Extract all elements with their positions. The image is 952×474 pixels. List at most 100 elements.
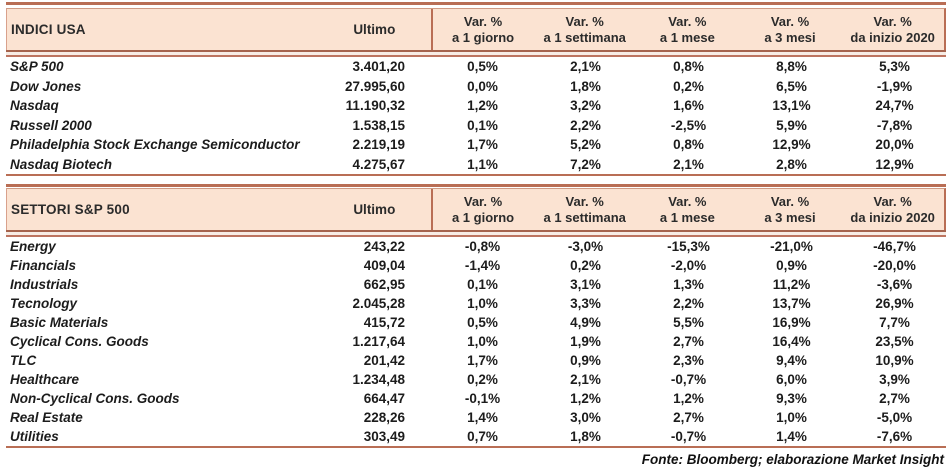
var-value: 3,1% — [570, 277, 601, 292]
var-value: 0,7% — [467, 429, 498, 444]
row-label: Cyclical Cons. Goods — [10, 334, 149, 349]
var-value: 1,0% — [467, 296, 498, 311]
table-row: Russell 2000 1.538,15 0,1% 2,2% -2,5% 5,… — [6, 116, 946, 136]
var-value: 7,2% — [570, 156, 601, 172]
table-row: Tecnology 2.045,28 1,0% 3,3% 2,2% 13,7% … — [6, 294, 946, 313]
var-header-line1: Var. % — [463, 13, 503, 29]
settori-sp500-header-row: SETTORI S&P 500 Ultimo Var. % a 1 giorno… — [6, 188, 946, 230]
var-value: -2,0% — [670, 258, 707, 273]
var-header-line2: da inizio 2020 — [850, 29, 935, 45]
var-value: 2,1% — [570, 372, 601, 387]
var-value: 6,5% — [776, 78, 807, 94]
var-value: 3,3% — [570, 296, 601, 311]
var-value: 9,4% — [776, 353, 807, 368]
var-header-line1: Var. % — [873, 193, 912, 209]
var-value: 2,3% — [673, 353, 704, 368]
column-header-var-1-giorno: Var. % a 1 giorno — [430, 189, 534, 230]
ultimo-value: 4.275,67 — [352, 156, 405, 172]
var-value: 1,6% — [673, 98, 704, 114]
var-value: 5,2% — [570, 137, 601, 153]
var-value: 1,9% — [570, 334, 601, 349]
var-value: -21,0% — [770, 239, 813, 254]
var-header-line2: a 3 mesi — [764, 29, 816, 45]
ultimo-value: 243,22 — [363, 239, 405, 254]
var-value: 6,0% — [776, 372, 807, 387]
column-header-var-1-mese: Var. % a 1 mese — [636, 9, 739, 50]
var-value: 1,7% — [467, 353, 498, 368]
var-header-line2: a 1 settimana — [543, 29, 626, 45]
var-value: 23,5% — [875, 334, 914, 349]
ultimo-value: 1.217,64 — [352, 334, 405, 349]
var-header-line2: a 1 mese — [659, 209, 715, 225]
var-value: -0,7% — [670, 372, 707, 387]
var-value: -46,7% — [873, 239, 916, 254]
var-value: 5,3% — [879, 59, 910, 75]
var-value: 5,5% — [673, 315, 704, 330]
var-value: 0,8% — [673, 59, 704, 75]
var-header-line2: a 1 settimana — [543, 209, 626, 225]
var-value: 1,0% — [776, 410, 807, 425]
var-value: -3,6% — [876, 277, 913, 292]
row-label: Philadelphia Stock Exchange Semiconducto… — [10, 137, 300, 153]
var-value: 13,7% — [772, 296, 811, 311]
settori-sp500-rows: Energy 243,22 -0,8% -3,0% -15,3% -21,0% … — [6, 237, 946, 446]
var-value: -1,4% — [464, 258, 501, 273]
row-label: Financials — [10, 258, 77, 273]
var-value: 2,2% — [673, 296, 704, 311]
var-value: -7,8% — [876, 117, 913, 133]
var-value: 1,8% — [570, 429, 601, 444]
var-header-line1: Var. % — [770, 193, 810, 209]
var-value: 4,9% — [570, 315, 601, 330]
column-header-var-1-settimana: Var. % a 1 settimana — [533, 189, 636, 230]
var-header-line2: a 1 mese — [659, 29, 715, 45]
var-value: 0,8% — [673, 137, 704, 153]
row-label: Energy — [10, 239, 56, 254]
var-value: 13,1% — [772, 98, 811, 114]
var-value: 10,9% — [875, 353, 914, 368]
var-value: 2,7% — [673, 410, 704, 425]
var-value: 0,2% — [467, 372, 498, 387]
table-top-border — [6, 2, 946, 5]
var-value: 9,3% — [776, 391, 807, 406]
row-label: Non-Cyclical Cons. Goods — [10, 391, 180, 406]
var-value: -15,3% — [667, 239, 710, 254]
ultimo-value: 1.538,15 — [352, 117, 405, 133]
ultimo-value: 662,95 — [363, 277, 405, 292]
var-value: 0,2% — [570, 258, 601, 273]
indici-usa-rows: S&P 500 3.401,20 0,5% 2,1% 0,8% 8,8% 5,3… — [6, 57, 946, 174]
var-value: -0,1% — [464, 391, 501, 406]
ultimo-value: 1.234,48 — [352, 372, 405, 387]
row-label: TLC — [10, 353, 37, 368]
var-header-line1: Var. % — [565, 13, 604, 29]
var-header-line1: Var. % — [873, 13, 912, 29]
var-value: 1,4% — [776, 429, 807, 444]
table-title: INDICI USA — [11, 22, 86, 37]
var-value: 16,9% — [772, 315, 811, 330]
var-value: 3,9% — [879, 372, 910, 387]
var-value: 2,7% — [673, 334, 704, 349]
ultimo-value: 201,42 — [363, 353, 405, 368]
var-value: 1,2% — [570, 391, 601, 406]
var-value: 2,1% — [673, 156, 704, 172]
table-row: Healthcare 1.234,48 0,2% 2,1% -0,7% 6,0%… — [6, 370, 946, 389]
var-value: -7,6% — [876, 429, 913, 444]
var-value: 5,9% — [776, 117, 807, 133]
row-label: Dow Jones — [10, 78, 82, 94]
var-value: 3,2% — [570, 98, 601, 114]
header-divider — [6, 50, 946, 57]
table-row: Philadelphia Stock Exchange Semiconducto… — [6, 135, 946, 155]
settori-sp500-table: SETTORI S&P 500 Ultimo Var. % a 1 giorno… — [6, 184, 946, 448]
table-row: Real Estate 228,26 1,4% 3,0% 2,7% 1,0% -… — [6, 408, 946, 427]
ultimo-value: 228,26 — [363, 410, 405, 425]
row-label: Nasdaq Biotech — [10, 156, 113, 172]
var-value: 7,7% — [879, 315, 910, 330]
var-value: 0,2% — [673, 78, 704, 94]
table-top-border — [6, 184, 946, 187]
table-row: Financials 409,04 -1,4% 0,2% -2,0% 0,9% … — [6, 256, 946, 275]
row-label: Nasdaq — [10, 98, 59, 114]
table-row: S&P 500 3.401,20 0,5% 2,1% 0,8% 8,8% 5,3… — [6, 57, 946, 77]
row-label: Russell 2000 — [10, 117, 92, 133]
ultimo-value: 664,47 — [363, 391, 405, 406]
ultimo-value: 11.190,32 — [345, 98, 405, 114]
